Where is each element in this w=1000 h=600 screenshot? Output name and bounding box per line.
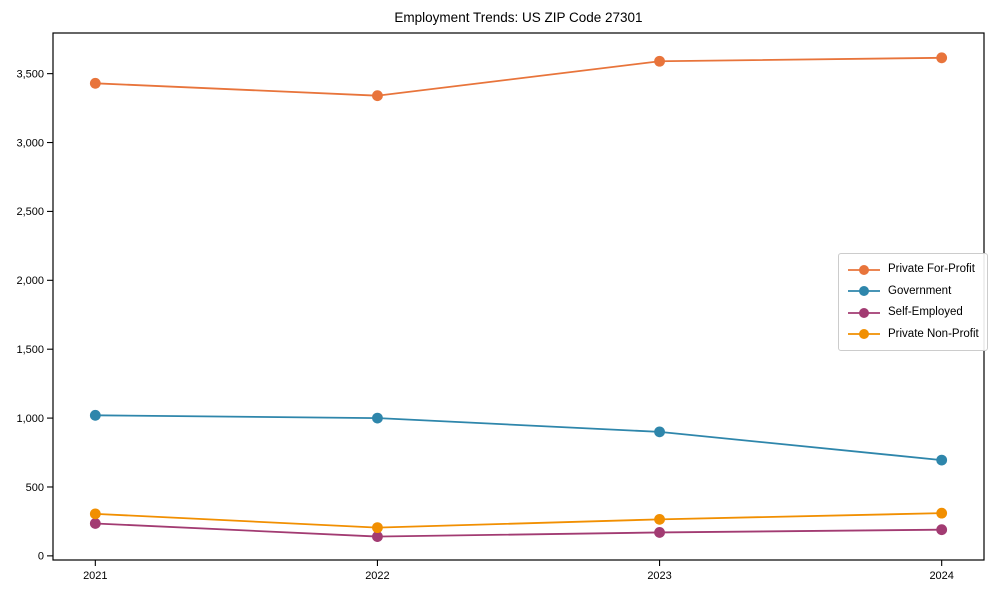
y-tick-label: 2,500: [16, 206, 44, 218]
legend-label: Self-Employed: [888, 306, 963, 318]
data-point-self-employed-2022: [372, 531, 383, 542]
y-tick-label: 1,000: [16, 413, 44, 425]
legend-item-government: Government: [847, 281, 979, 303]
series-line-private-for-profit: [95, 56, 942, 97]
legend-dot: [859, 264, 869, 275]
x-tick-label: 2021: [83, 570, 107, 582]
legend-item-self-employed: Self-Employed: [847, 302, 979, 324]
legend: Private For-Profit Government Self-Employe…: [838, 253, 988, 351]
data-point-private-non-profit-2023: [654, 513, 665, 525]
chart-title: Employment Trends: US ZIP Code 27301: [394, 10, 642, 25]
data-point-private-for-profit-2021: [89, 77, 101, 89]
y-tick-label: 0: [38, 551, 44, 563]
y-tick-label: 3,500: [16, 68, 44, 80]
data-point-self-employed-2023: [654, 527, 665, 538]
data-point-private-for-profit-2023: [654, 55, 665, 67]
data-point-private-for-profit-2022: [372, 90, 383, 102]
legend-marker-self-employed: [848, 307, 880, 318]
data-point-self-employed-2024: [936, 524, 948, 536]
x-tick-label: 2022: [365, 570, 389, 582]
legend-marker-private-for-profit: [848, 264, 880, 275]
legend-label: Private For-Profit: [888, 263, 975, 275]
y-tick-label: 1,500: [16, 344, 44, 356]
series-line-private-non-profit: [95, 512, 942, 529]
series-line-self-employed: [95, 522, 942, 538]
data-point-government-2021: [89, 409, 101, 421]
y-tick-label: 3,000: [16, 137, 44, 149]
data-point-government-2024: [936, 454, 948, 466]
data-point-government-2022: [372, 412, 383, 424]
y-tick-label: 500: [26, 482, 44, 494]
legend-marker-private-non-profit: [848, 329, 880, 340]
x-tick-label: 2024: [929, 570, 953, 582]
legend-dot: [859, 307, 869, 318]
legend-label: Private Non-Profit: [888, 327, 979, 340]
data-point-private-non-profit-2022: [372, 522, 383, 534]
data-point-self-employed-2021: [89, 518, 101, 529]
data-point-private-for-profit-2024: [936, 52, 948, 64]
data-point-private-non-profit-2021: [89, 508, 101, 520]
legend-dot: [859, 329, 869, 340]
legend-item-private-for-profit: Private For-Profit: [847, 259, 979, 281]
legend-marker-government: [848, 286, 880, 297]
y-tick-label: 2,000: [16, 275, 44, 287]
legend-dot: [859, 286, 869, 297]
legend-label: Government: [888, 284, 952, 297]
x-tick-label: 2023: [647, 570, 671, 582]
data-point-private-non-profit-2024: [936, 507, 948, 519]
legend-item-private-non-profit: Private Non-Profit: [847, 324, 979, 346]
series-line-government: [95, 414, 942, 462]
data-point-government-2023: [654, 426, 665, 438]
